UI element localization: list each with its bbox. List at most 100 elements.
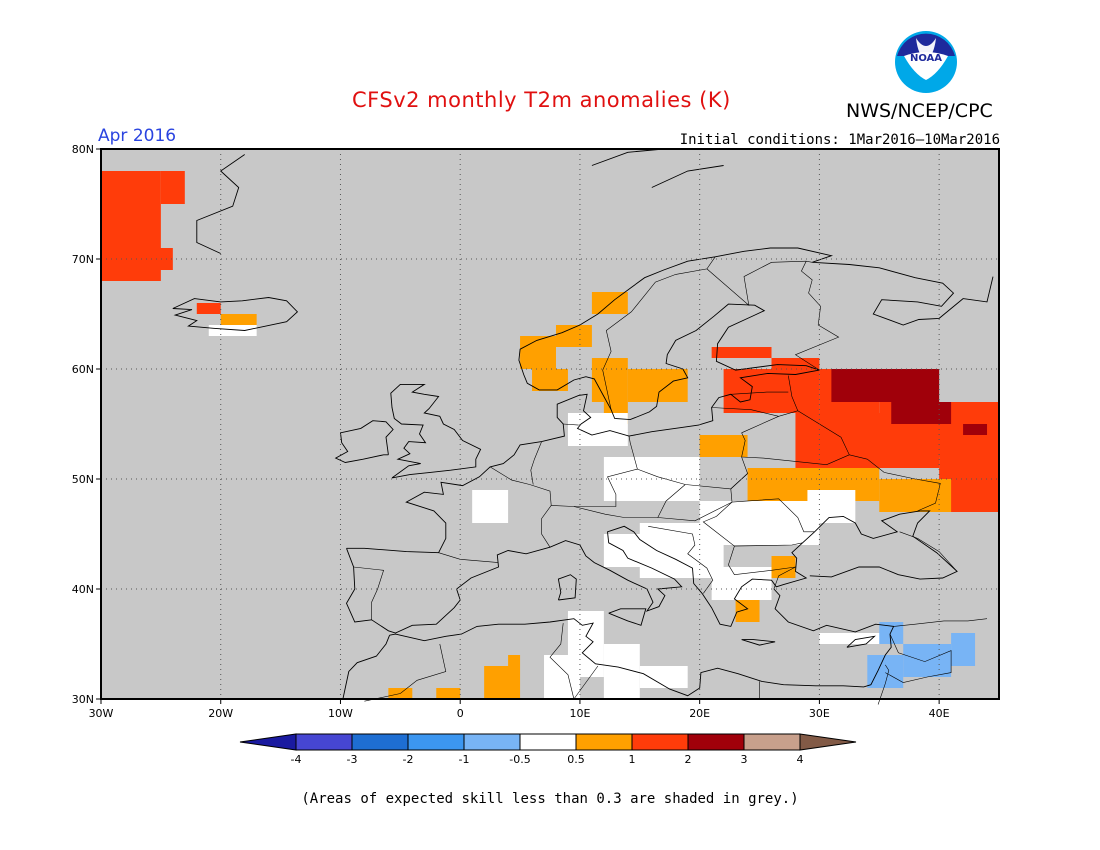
country-border: [657, 488, 733, 522]
anomaly-cell: [567, 413, 628, 446]
lon-label: 30E: [809, 707, 830, 720]
country-border: [731, 498, 815, 533]
coastline: [389, 588, 895, 697]
country-border: [885, 633, 952, 683]
coastline: [342, 635, 391, 700]
coastline: [651, 165, 724, 188]
colorbar-tick-label: 2: [685, 753, 692, 766]
country-border: [730, 473, 748, 490]
anomaly-cell: [867, 655, 904, 688]
lon-label: 40E: [929, 707, 950, 720]
anomaly-cell: [196, 303, 221, 314]
anomaly-cell: [508, 655, 521, 666]
anomaly-cell: [807, 490, 856, 523]
lat-label: 30N: [72, 693, 94, 706]
colorbar-tick-label: -3: [347, 753, 358, 766]
colorbar-arrow-low: [239, 733, 297, 751]
country-border: [794, 260, 840, 371]
lat-label: 40N: [72, 583, 94, 596]
lat-label: 50N: [72, 473, 94, 486]
anomaly-cell: [951, 633, 976, 666]
lon-label: 10E: [569, 707, 590, 720]
anomaly-cell: [472, 490, 509, 523]
agency-label: NWS/NCEP/CPC: [846, 100, 993, 122]
lon-label: 30W: [89, 707, 114, 720]
anomaly-cell: [723, 369, 820, 413]
anomaly-cell: [484, 666, 521, 699]
country-border: [530, 441, 542, 485]
country-border: [563, 423, 579, 426]
lat-label: 70N: [72, 253, 94, 266]
lon-label: 0: [457, 707, 464, 720]
colorbar-segment: [575, 733, 633, 751]
anomaly-cell: [699, 435, 748, 457]
anomaly-cell: [208, 325, 257, 336]
anomaly-cell: [220, 314, 257, 325]
country-border: [741, 410, 850, 466]
colorbar-segment: [631, 733, 689, 751]
colorbar-tick-label: 1: [629, 753, 636, 766]
coastline: [346, 247, 994, 554]
anomaly-cell: [771, 358, 820, 369]
colorbar-segment: [519, 733, 577, 751]
anomaly-cell: [879, 622, 904, 644]
colorbar-segment: [743, 733, 801, 751]
country-border: [773, 566, 796, 590]
colorbar-tick-label: 4: [797, 753, 804, 766]
coastline: [345, 510, 958, 634]
country-border: [353, 566, 384, 620]
anomaly-cell: [591, 358, 628, 402]
colorbar-tick-label: -4: [291, 753, 302, 766]
coastline: [334, 420, 394, 463]
coastline: [390, 383, 482, 479]
anomaly-cell: [735, 600, 760, 622]
skill-caption: (Areas of expected skill less than 0.3 a…: [301, 791, 799, 807]
country-border: [893, 618, 988, 627]
country-border: [364, 643, 447, 702]
country-border: [877, 664, 890, 705]
coastline: [846, 635, 876, 648]
anomaly-cell: [963, 424, 988, 435]
initial-conditions: Initial conditions: 1Mar2016–10Mar2016: [679, 132, 1000, 148]
coastline: [196, 154, 245, 254]
anomaly-cell: [891, 402, 952, 424]
country-border: [706, 260, 807, 306]
country-border: [899, 531, 958, 572]
anomaly-cell: [591, 292, 628, 314]
colorbar-tick-label: 3: [741, 753, 748, 766]
colorbar-segment: [687, 733, 745, 751]
country-border: [728, 546, 796, 576]
anomaly-cell: [532, 369, 568, 391]
anomaly-cell: [771, 556, 796, 578]
anomaly-cell: [603, 534, 664, 567]
country-border: [551, 436, 638, 507]
anomaly-cell: [831, 369, 940, 402]
map-frame: [100, 148, 1000, 700]
lon-label: 20E: [689, 707, 710, 720]
country-border: [711, 407, 779, 417]
anomaly-cell: [436, 688, 461, 699]
anomaly-cell: [520, 336, 556, 369]
anomaly-cell: [639, 666, 688, 688]
colorbar-segment: [351, 733, 409, 751]
colorbar-segment: [407, 733, 465, 751]
country-border: [549, 623, 575, 700]
anomaly-cell: [555, 325, 592, 347]
country-border: [730, 391, 789, 395]
colorbar-tick-label: -0.5: [509, 753, 530, 766]
anomaly-cell: [819, 633, 892, 644]
anomaly-cell: [711, 567, 772, 600]
country-border: [573, 665, 599, 700]
colorbar-tick-label: -2: [403, 753, 414, 766]
colorbar-tick-label: 0.5: [567, 753, 585, 766]
anomaly-cell: [160, 171, 185, 204]
lat-label: 80N: [72, 143, 94, 156]
country-border: [489, 466, 552, 548]
country-border: [702, 501, 803, 547]
lon-label: 10W: [328, 707, 353, 720]
coastline: [172, 297, 299, 331]
country-border: [849, 454, 941, 512]
anomaly-cell: [711, 347, 772, 358]
lat-label: 60N: [72, 363, 94, 376]
